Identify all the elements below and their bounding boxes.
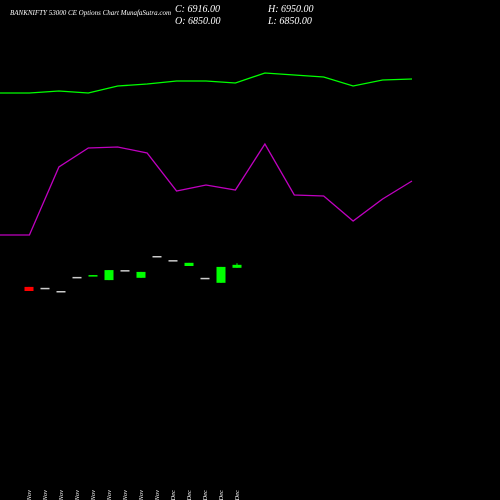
candle-body	[152, 256, 162, 258]
line	[0, 142, 413, 236]
x-tick-label: 14 Nov	[58, 490, 65, 500]
x-tick-label: 11 Dec	[218, 490, 225, 500]
candle-body	[24, 286, 34, 291]
low-label: L: 6850.00	[267, 16, 312, 27]
candle-body	[184, 262, 194, 266]
x-tick-label: 02 Dec	[170, 490, 177, 500]
candle-body	[200, 277, 210, 280]
x-tick-label: 19 Nov	[106, 490, 113, 500]
x-tick-label: 12 Dec	[234, 490, 241, 500]
close-label: C: 6916.00	[175, 4, 220, 15]
x-tick-label: 10 Dec	[202, 490, 209, 500]
x-tick-label: 21 Nov	[138, 490, 145, 500]
chart-title: BANKNIFTY 53000 CE Options Chart MunafaS…	[10, 9, 171, 17]
candle-body	[72, 276, 82, 279]
x-tick-label: 12 Nov	[26, 490, 33, 500]
candle-body	[56, 291, 66, 293]
x-tick-label: 20 Nov	[122, 490, 129, 500]
x-tick-label: 17 Nov	[74, 490, 81, 500]
x-tick-label: 13 Nov	[42, 490, 49, 500]
candle-body	[168, 260, 178, 262]
candle-body	[104, 270, 114, 281]
x-tick-label: 25 Nov	[154, 490, 161, 500]
candle-body	[136, 271, 146, 278]
open-label: O: 6850.00	[175, 16, 221, 27]
candle-body	[40, 287, 50, 290]
x-tick-label: 18 Nov	[90, 490, 97, 500]
candle-body	[216, 266, 226, 283]
candle-body	[120, 270, 130, 272]
high-label: H: 6950.00	[267, 4, 314, 15]
x-tick-label: 03 Dec	[186, 490, 193, 500]
candle-body	[232, 264, 242, 268]
candle-body	[88, 275, 98, 277]
line	[0, 72, 413, 94]
